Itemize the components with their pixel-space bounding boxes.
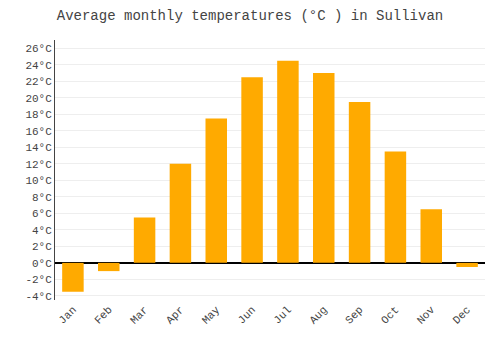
svg-text:Mar: Mar [128, 304, 150, 326]
svg-text:Oct: Oct [379, 304, 401, 326]
svg-text:Jan: Jan [56, 304, 78, 326]
svg-text:-4°C: -4°C [25, 291, 52, 303]
svg-text:22°C: 22°C [25, 76, 52, 88]
svg-text:2°C: 2°C [32, 241, 52, 253]
svg-text:8°C: 8°C [32, 192, 52, 204]
svg-text:Nov: Nov [415, 304, 438, 327]
svg-text:Jun: Jun [236, 304, 258, 326]
svg-text:0°C: 0°C [32, 258, 52, 270]
svg-text:Sep: Sep [343, 304, 365, 326]
svg-text:Jul: Jul [271, 304, 293, 326]
svg-text:20°C: 20°C [25, 93, 52, 105]
svg-text:Feb: Feb [92, 304, 114, 326]
svg-text:26°C: 26°C [25, 43, 52, 55]
svg-text:6°C: 6°C [32, 208, 52, 220]
svg-text:16°C: 16°C [25, 126, 52, 138]
svg-text:14°C: 14°C [25, 142, 52, 154]
svg-text:10°C: 10°C [25, 175, 52, 187]
svg-text:4°C: 4°C [32, 225, 52, 237]
svg-text:Dec: Dec [451, 304, 473, 326]
svg-text:18°C: 18°C [25, 109, 52, 121]
svg-text:12°C: 12°C [25, 159, 52, 171]
svg-text:24°C: 24°C [25, 60, 52, 72]
svg-text:-2°C: -2°C [25, 274, 52, 286]
svg-text:May: May [200, 304, 223, 327]
svg-text:Apr: Apr [164, 304, 186, 326]
svg-text:Average monthly temperatures (: Average monthly temperatures (°C ) in Su… [57, 8, 443, 24]
svg-text:Aug: Aug [307, 304, 329, 326]
